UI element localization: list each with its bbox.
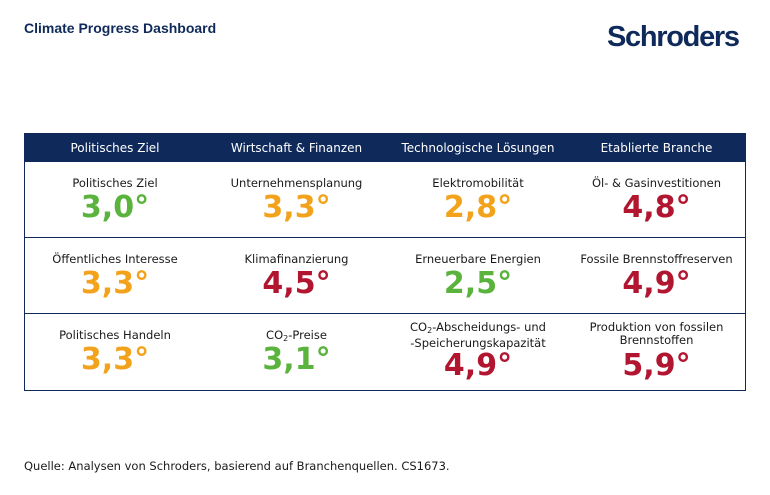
indicator-label: CO2-Preise bbox=[205, 329, 388, 345]
indicator-value: 3,3° bbox=[80, 266, 150, 301]
indicator-cell: Produktion von fossilen Brennstoffen 5,9… bbox=[568, 314, 745, 390]
indicator-value: 3,0° bbox=[80, 190, 150, 225]
indicator-value: 4,8° bbox=[622, 190, 691, 225]
subscript: 2 bbox=[283, 334, 289, 343]
indicator-label: CO2-Abscheidungs- und -Speicherungskapaz… bbox=[388, 321, 568, 350]
indicator-cell: Politisches Handeln 3,3° bbox=[25, 314, 205, 390]
indicator-label: Elektromobilität bbox=[432, 176, 524, 190]
indicator-cell: Klimafinanzierung 4,5° bbox=[205, 238, 388, 313]
table-row: Politisches Ziel 3,0° Unternehmensplanun… bbox=[25, 162, 745, 238]
indicator-label: Fossile Brennstoffreserven bbox=[580, 252, 733, 266]
indicator-value: 4,9° bbox=[443, 348, 513, 383]
label-part: CO bbox=[266, 328, 284, 342]
column-header-wirtschaft-finanzen: Wirtschaft & Finanzen bbox=[230, 141, 363, 155]
indicator-cell: Politisches Ziel 3,0° bbox=[25, 162, 205, 237]
indicator-label: Politisches Ziel bbox=[72, 176, 158, 190]
table-row: Politisches Handeln 3,3° CO2-Preise 3,1°… bbox=[25, 314, 745, 390]
label-line: Brennstoffen bbox=[619, 333, 694, 347]
label-part: CO bbox=[410, 320, 428, 334]
schroders-logo: Schroders bbox=[607, 21, 740, 53]
indicator-value: 2,8° bbox=[443, 190, 513, 225]
column-header-technologische-loesungen: Technologische Lösungen bbox=[401, 141, 555, 155]
indicator-cell: CO2-Preise 3,1° bbox=[205, 314, 388, 390]
column-header-politisches-ziel: Politisches Ziel bbox=[70, 141, 160, 155]
indicator-cell: CO2-Abscheidungs- und -Speicherungskapaz… bbox=[388, 314, 568, 390]
indicator-cell: Öl- & Gasinvestitionen 4,8° bbox=[568, 162, 745, 237]
indicator-label: Öl- & Gasinvestitionen bbox=[591, 176, 722, 190]
indicator-value: 5,9° bbox=[622, 348, 691, 383]
dashboard-title: Climate Progress Dashboard bbox=[24, 20, 217, 36]
table-row: Öffentliches Interesse 3,3° Klimafinanzi… bbox=[25, 238, 745, 314]
label-line: -Speicherungskapazität bbox=[410, 336, 546, 350]
indicator-cell: Erneuerbare Energien 2,5° bbox=[388, 238, 568, 313]
indicator-label: Politisches Handeln bbox=[59, 328, 171, 342]
source-note: Quelle: Analysen von Schroders, basieren… bbox=[24, 459, 450, 473]
indicator-cell: Öffentliches Interesse 3,3° bbox=[25, 238, 205, 313]
table-header: Politisches Ziel Wirtschaft & Finanzen T… bbox=[25, 134, 745, 162]
indicator-label: Erneuerbare Energien bbox=[415, 252, 541, 266]
subscript: 2 bbox=[427, 326, 433, 335]
label-line: CO2-Abscheidungs- und bbox=[388, 321, 568, 337]
label-line: Produktion von fossilen bbox=[589, 320, 724, 334]
climate-progress-table: Politisches Ziel Wirtschaft & Finanzen T… bbox=[24, 133, 746, 391]
indicator-value: 3,3° bbox=[262, 190, 331, 225]
column-header-etablierte-branche: Etablierte Branche bbox=[600, 141, 713, 155]
indicator-value: 3,1° bbox=[262, 342, 331, 377]
indicator-label: Produktion von fossilen Brennstoffen bbox=[568, 321, 745, 347]
indicator-value: 2,5° bbox=[443, 266, 513, 301]
indicator-cell: Unternehmensplanung 3,3° bbox=[205, 162, 388, 237]
indicator-label: Unternehmensplanung bbox=[230, 176, 363, 190]
indicator-value: 4,9° bbox=[622, 266, 691, 301]
indicator-cell: Elektromobilität 2,8° bbox=[388, 162, 568, 237]
label-part: -Abscheidungs- und bbox=[432, 320, 546, 334]
indicator-label: Klimafinanzierung bbox=[244, 252, 349, 266]
label-part: -Preise bbox=[288, 328, 327, 342]
indicator-label: Öffentliches Interesse bbox=[52, 252, 178, 266]
indicator-cell: Fossile Brennstoffreserven 4,9° bbox=[568, 238, 745, 313]
indicator-value: 3,3° bbox=[80, 342, 150, 377]
indicator-value: 4,5° bbox=[262, 266, 331, 301]
